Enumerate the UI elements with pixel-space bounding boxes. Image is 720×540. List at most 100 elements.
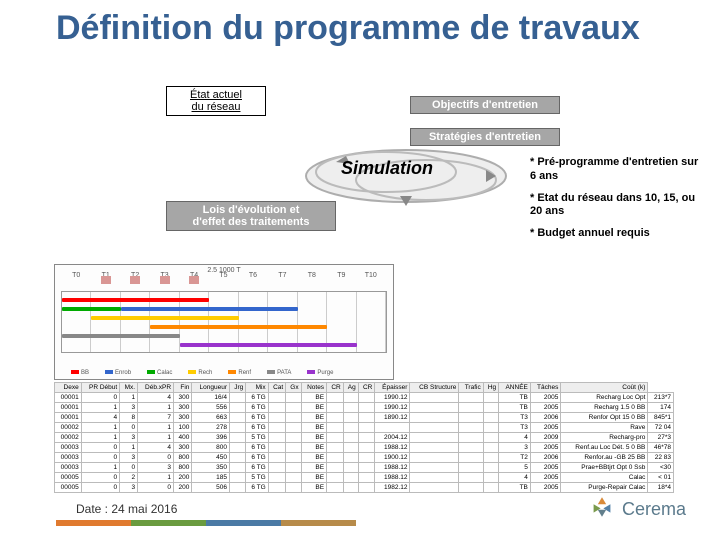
table-cell — [343, 443, 358, 453]
table-cell: 300 — [174, 403, 192, 413]
output-notes: * Pré-programme d'entretien sur 6 ans * … — [530, 156, 700, 249]
table-cell: Recharg Loc Opt — [561, 393, 648, 403]
chart-bar — [121, 307, 298, 311]
chart-col: T10 — [357, 292, 386, 352]
table-header: Tâches — [530, 383, 561, 393]
footer-bar-segment — [281, 520, 356, 526]
table-cell: 0 — [81, 393, 119, 403]
table-cell: BE — [301, 393, 326, 403]
table-cell: T2 — [499, 453, 531, 463]
table-cell: T3 — [499, 423, 531, 433]
table-cell — [358, 463, 375, 473]
chart-bar — [150, 325, 327, 329]
table-cell: 0 — [81, 473, 119, 483]
table-cell: BE — [301, 453, 326, 463]
table-cell — [230, 473, 246, 483]
table-cell: TB — [499, 483, 531, 493]
table-cell: BE — [301, 483, 326, 493]
table-cell: 185 — [192, 473, 230, 483]
table-cell — [483, 483, 498, 493]
table-cell — [358, 453, 375, 463]
table-row: 000011313005566 TGBE1990.12TB2005Recharg… — [55, 403, 674, 413]
table-cell — [230, 453, 246, 463]
table-cell: 200 — [174, 483, 192, 493]
table-header: Ag — [343, 383, 358, 393]
table-header: Trafic — [459, 383, 483, 393]
footer-logo: Cerema — [588, 493, 686, 526]
table-cell — [483, 463, 498, 473]
table-header: CR — [358, 383, 375, 393]
table-cell: 6 TG — [246, 443, 268, 453]
legend-item: PATA — [257, 370, 291, 376]
table-row: 000030143008006 TGBE1988.1232005Renf.au … — [55, 443, 674, 453]
table-cell — [327, 433, 344, 443]
table-cell — [286, 403, 301, 413]
table-cell — [343, 483, 358, 493]
table-cell: 2005 — [530, 403, 561, 413]
table-cell: 18*4 — [648, 483, 674, 493]
table-cell — [358, 473, 375, 483]
table-cell: 1988.12 — [375, 443, 410, 453]
table-cell — [410, 433, 459, 443]
table-header: Gx — [286, 383, 301, 393]
table-cell: 300 — [174, 443, 192, 453]
table-cell — [358, 483, 375, 493]
table-cell — [286, 433, 301, 443]
table-cell: BE — [301, 413, 326, 423]
lois-text: Lois d'évolution et d'effet des traiteme… — [193, 204, 310, 228]
page-title: Définition du programme de travaux — [56, 10, 640, 47]
table-cell: 00001 — [55, 403, 82, 413]
table-cell: 2005 — [530, 393, 561, 403]
table-cell — [343, 463, 358, 473]
table-cell: Renfor Opt 15 0 BB — [561, 413, 648, 423]
table-cell: 0 — [120, 463, 138, 473]
table-cell: Calac — [561, 473, 648, 483]
table-cell: 00002 — [55, 433, 82, 443]
table-cell: 1990.12 — [375, 403, 410, 413]
table-cell — [410, 393, 459, 403]
table-cell: 174 — [648, 403, 674, 413]
table-cell: 00001 — [55, 393, 82, 403]
table-cell — [358, 443, 375, 453]
table-row: 0000101430016/46 TGBE1990.12TB2005Rechar… — [55, 393, 674, 403]
table-cell: BE — [301, 423, 326, 433]
table-cell: 3 — [120, 403, 138, 413]
table-header: Cat — [268, 383, 286, 393]
table-cell — [268, 403, 286, 413]
table-cell: 300 — [174, 413, 192, 423]
table-cell: 3 — [499, 443, 531, 453]
table-cell: 1982.12 — [375, 483, 410, 493]
table-cell: 46*78 — [648, 443, 674, 453]
table-cell: 00003 — [55, 453, 82, 463]
legend-item: Renf — [218, 370, 251, 376]
table-cell — [343, 423, 358, 433]
table-cell — [230, 483, 246, 493]
table-cell: 663 — [192, 413, 230, 423]
table-cell: 3 — [138, 463, 174, 473]
table-cell: BE — [301, 473, 326, 483]
table-cell: Recharg-pro — [561, 433, 648, 443]
table-cell — [343, 413, 358, 423]
table-cell — [410, 423, 459, 433]
table-cell: 1 — [138, 473, 174, 483]
table-cell: 213*7 — [648, 393, 674, 403]
gantt-chart: 2.5 1000 T T0T1T2T3T4T5T6T7T8T9T10 BBEnr… — [54, 264, 394, 380]
table-cell — [268, 473, 286, 483]
table-cell — [483, 413, 498, 423]
table-cell: 1 — [81, 463, 119, 473]
table-header: CB Structure — [410, 383, 459, 393]
table-cell — [483, 443, 498, 453]
table-header: PR Début — [81, 383, 119, 393]
table-header: Mx. — [120, 383, 138, 393]
table-cell — [358, 433, 375, 443]
table-cell — [286, 483, 301, 493]
table-cell: 0 — [81, 453, 119, 463]
table-cell: 4 — [138, 393, 174, 403]
table-cell: <30 — [648, 463, 674, 473]
table-cell: 00001 — [55, 413, 82, 423]
table-cell — [230, 423, 246, 433]
table-cell — [410, 413, 459, 423]
chart-bar — [62, 334, 180, 338]
note-1: * Pré-programme d'entretien sur 6 ans — [530, 156, 700, 184]
table-cell: 3 — [120, 433, 138, 443]
